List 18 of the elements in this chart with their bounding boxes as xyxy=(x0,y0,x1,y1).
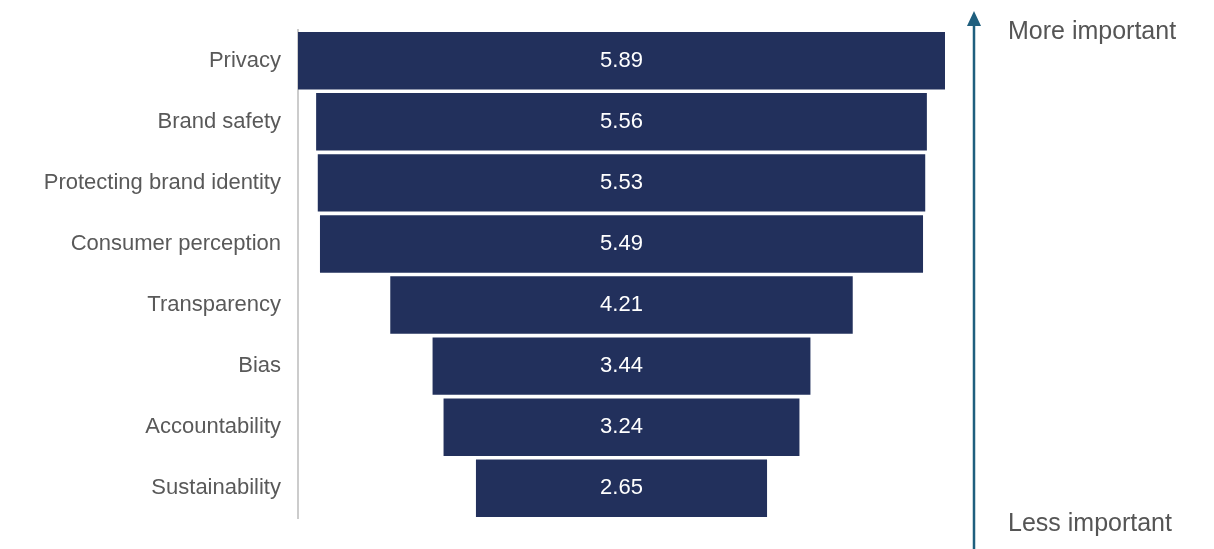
data-label: 5.89 xyxy=(600,46,643,72)
text: More important xyxy=(1008,16,1177,45)
data-label: 3.44 xyxy=(600,352,643,378)
category-label: Protecting brand identity xyxy=(43,168,281,194)
data-label: 4.21 xyxy=(600,291,643,317)
data-label: 5.53 xyxy=(600,168,643,194)
category-label: Brand safety xyxy=(157,107,281,133)
data-label: 2.65 xyxy=(600,474,643,500)
category-label: Transparency xyxy=(147,291,281,317)
category-label: Bias xyxy=(238,352,281,378)
category-label: Sustainability xyxy=(151,474,281,500)
category-label: Accountability xyxy=(145,413,281,439)
data-label: 5.49 xyxy=(600,230,643,256)
text: Less important xyxy=(1008,508,1172,537)
data-label: 5.56 xyxy=(600,107,643,133)
category-label: Consumer perception xyxy=(70,230,281,256)
category-label: Privacy xyxy=(208,46,281,72)
data-label: 3.24 xyxy=(600,413,643,439)
